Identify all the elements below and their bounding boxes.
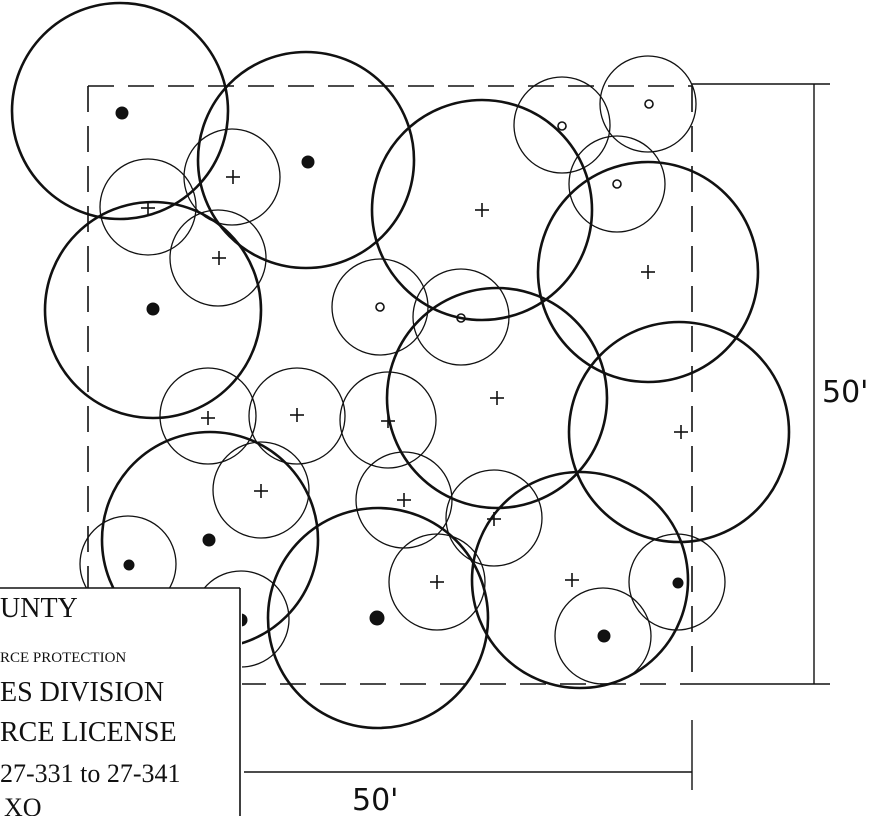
plus-icon bbox=[430, 575, 444, 589]
stamp-line-5: 27-331 to 27-341 bbox=[0, 759, 181, 788]
stamp-line-3: ES DIVISION bbox=[0, 677, 164, 708]
filled-dot-icon bbox=[147, 303, 159, 315]
open-circle-icon bbox=[613, 180, 621, 188]
canopy-circle bbox=[514, 77, 610, 173]
horizontal-dimension-label: 50' bbox=[352, 783, 398, 816]
plus-icon bbox=[490, 391, 504, 405]
plus-icon bbox=[475, 203, 489, 217]
filled-dot-icon bbox=[116, 107, 128, 119]
plus-icon bbox=[254, 484, 268, 498]
open-circle-icon bbox=[645, 100, 653, 108]
license-stamp: UNTY RCE PROTECTION ES DIVISION RCE LICE… bbox=[0, 588, 242, 816]
canopy-circle bbox=[600, 56, 696, 152]
plus-icon bbox=[674, 425, 688, 439]
plus-icon bbox=[212, 251, 226, 265]
plus-icon bbox=[565, 573, 579, 587]
plus-icon bbox=[201, 411, 215, 425]
plus-icon bbox=[397, 493, 411, 507]
filled-dot-icon bbox=[673, 578, 683, 588]
filled-dot-icon bbox=[203, 534, 215, 546]
open-circle-icon bbox=[558, 122, 566, 130]
stamp-line-4: RCE LICENSE bbox=[0, 717, 177, 748]
stamp-line-2: RCE PROTECTION bbox=[0, 650, 126, 666]
filled-dot-icon bbox=[302, 156, 314, 168]
vertical-dimension-label: 50' bbox=[822, 375, 868, 410]
plus-icon bbox=[641, 265, 655, 279]
plus-icon bbox=[381, 414, 395, 428]
stamp-line-6: XO bbox=[4, 793, 42, 816]
canopy-circle bbox=[472, 472, 688, 688]
plus-icon bbox=[290, 408, 304, 422]
filled-dot-icon bbox=[370, 611, 384, 625]
stamp-line-1: UNTY bbox=[0, 593, 78, 624]
open-circle-icon bbox=[376, 303, 384, 311]
plus-icon bbox=[226, 170, 240, 184]
filled-dot-icon bbox=[598, 630, 610, 642]
filled-dot-icon bbox=[124, 560, 134, 570]
